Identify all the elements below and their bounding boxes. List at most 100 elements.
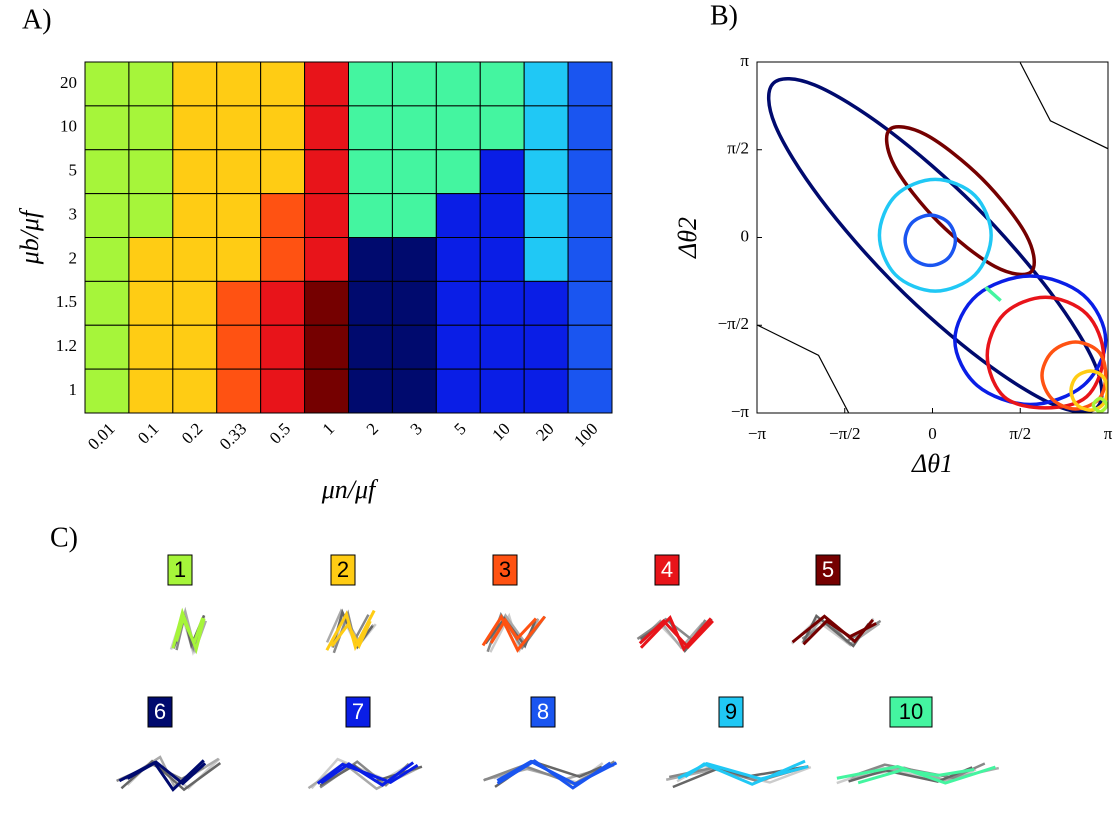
panel-label: C) bbox=[50, 522, 78, 553]
x-tick-label: 1 bbox=[319, 419, 338, 438]
cell bbox=[260, 61, 306, 107]
cell bbox=[84, 61, 130, 107]
cell bbox=[391, 149, 437, 195]
regime-box bbox=[889, 696, 933, 728]
x-tick-label: π bbox=[1104, 424, 1113, 443]
cell bbox=[523, 149, 569, 195]
cell bbox=[216, 368, 262, 414]
cell bbox=[435, 61, 481, 107]
regime-box bbox=[492, 554, 518, 586]
y-tick-label: 1.5 bbox=[56, 292, 77, 311]
regime-label: 1 bbox=[174, 557, 186, 582]
glyph-stroke bbox=[496, 759, 612, 790]
y-tick-label: −π bbox=[731, 402, 750, 421]
cell bbox=[435, 237, 481, 282]
regime-box bbox=[345, 696, 371, 728]
cell bbox=[128, 237, 174, 282]
cell bbox=[128, 61, 174, 107]
cell bbox=[567, 149, 613, 195]
cell bbox=[479, 237, 525, 282]
regime-label: 8 bbox=[537, 699, 549, 724]
regime-label: 7 bbox=[352, 699, 364, 724]
cell bbox=[84, 149, 130, 195]
cell bbox=[84, 237, 130, 282]
cell bbox=[435, 368, 481, 414]
cell bbox=[172, 105, 218, 151]
cell bbox=[435, 105, 481, 151]
cell bbox=[523, 105, 569, 151]
cell bbox=[567, 237, 613, 282]
y-tick-label: 1.2 bbox=[56, 336, 77, 355]
x-tick-label: 0 bbox=[928, 424, 937, 443]
x-tick-label: 3 bbox=[407, 419, 426, 438]
regime-box bbox=[654, 554, 680, 586]
glyph-stroke bbox=[316, 762, 419, 785]
regime-box bbox=[167, 554, 193, 586]
cell bbox=[348, 368, 393, 414]
trajectory bbox=[984, 285, 1002, 302]
x-tick-label: 5 bbox=[450, 419, 469, 438]
y-axis-label: Δθ2 bbox=[673, 217, 702, 259]
cell bbox=[348, 61, 393, 107]
x-tick-label: −π/2 bbox=[829, 424, 860, 443]
cell bbox=[479, 105, 525, 151]
cell bbox=[128, 368, 174, 414]
y-tick-label: π bbox=[740, 51, 749, 70]
x-tick-label: −π bbox=[748, 424, 767, 443]
cell bbox=[128, 324, 174, 370]
cell bbox=[304, 105, 350, 151]
cell bbox=[435, 193, 481, 238]
cell bbox=[260, 105, 306, 151]
cell bbox=[567, 193, 613, 238]
glyph-stroke bbox=[489, 617, 538, 644]
regime-label: 5 bbox=[822, 557, 834, 582]
trajectory bbox=[766, 76, 1104, 413]
x-tick-label: 0.5 bbox=[266, 419, 294, 447]
regime-label: 4 bbox=[661, 557, 673, 582]
cell bbox=[479, 324, 525, 370]
y-tick-label: −π/2 bbox=[718, 314, 749, 333]
cell bbox=[348, 324, 393, 370]
y-tick-label: 10 bbox=[60, 117, 77, 136]
cell bbox=[128, 149, 174, 195]
glyph-stroke bbox=[171, 607, 206, 655]
plot-area bbox=[757, 62, 1108, 413]
cell bbox=[304, 280, 350, 326]
cell bbox=[216, 280, 262, 326]
cell bbox=[348, 149, 393, 195]
heatmap-panel: 20 10 5 3 2 1.5 1.2 1 0.01 0.1 0.2 0.33 0.5 1 2 3 5 10 20 1… bbox=[15, 61, 613, 504]
x-tick-label: 20 bbox=[532, 419, 557, 444]
regime-label: 10 bbox=[899, 699, 923, 724]
trajectory bbox=[1069, 369, 1108, 412]
cell bbox=[348, 237, 393, 282]
cell bbox=[84, 280, 130, 326]
y-axis-label: μb/μf bbox=[15, 207, 44, 265]
regime-label: 3 bbox=[499, 557, 511, 582]
cell bbox=[172, 324, 218, 370]
y-tick-label: 2 bbox=[69, 248, 78, 267]
cell bbox=[479, 368, 525, 414]
cell bbox=[216, 193, 262, 238]
cell bbox=[567, 61, 613, 107]
y-tick-label: 20 bbox=[60, 73, 77, 92]
cell bbox=[172, 237, 218, 282]
cell bbox=[128, 280, 174, 326]
cell bbox=[304, 149, 350, 195]
cell bbox=[523, 237, 569, 282]
regime-box bbox=[147, 696, 173, 728]
x-tick-label: 100 bbox=[570, 419, 601, 450]
cell bbox=[391, 193, 437, 238]
regime-label: 9 bbox=[725, 699, 737, 724]
cell bbox=[304, 61, 350, 107]
x-tick-label: 0.1 bbox=[134, 419, 162, 447]
y-tick-label: 0 bbox=[741, 226, 750, 245]
glyph-stroke bbox=[836, 764, 996, 785]
cell bbox=[216, 149, 262, 195]
phase-panel: −π −π/2 0 π/2 π −π −π/2 0 π/2 π Δθ1 Δθ2 bbox=[673, 51, 1113, 478]
glyph-stroke bbox=[848, 766, 973, 783]
cell bbox=[523, 280, 569, 326]
cell bbox=[479, 193, 525, 238]
regime-label: 6 bbox=[154, 699, 166, 724]
cell bbox=[304, 193, 350, 238]
x-axis-label: Δθ1 bbox=[911, 449, 953, 478]
